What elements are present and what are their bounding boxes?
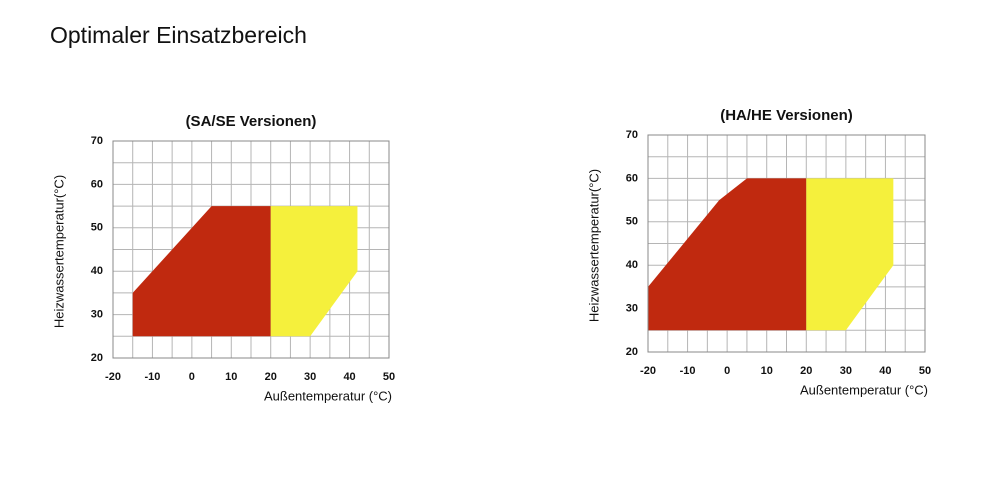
plot-frame (112, 140, 390, 359)
x-tick-label: -10 (144, 371, 160, 383)
x-tick-label: 40 (879, 365, 891, 377)
y-axis-label: Heizwassertemperatur(°C) (51, 175, 66, 328)
page-title: Optimaler Einsatzbereich (50, 22, 307, 48)
x-tick-label: 50 (383, 371, 395, 383)
area-region (270, 206, 358, 337)
y-tick-label: 30 (626, 303, 638, 315)
x-axis-label: Außentemperatur (°C) (800, 382, 928, 397)
y-tick-label: 70 (626, 129, 638, 141)
x-tick-label: 20 (800, 365, 812, 377)
x-tick-label: 20 (265, 371, 277, 383)
y-tick-label: 60 (626, 172, 638, 184)
x-tick-label: -20 (640, 365, 656, 377)
y-tick-label: 40 (91, 265, 103, 277)
y-axis-label: Heizwassertemperatur(°C) (586, 169, 601, 322)
x-tick-label: 30 (304, 371, 316, 383)
x-tick-label: -20 (105, 371, 121, 383)
y-tick-label: 30 (91, 309, 103, 321)
x-tick-label: -10 (680, 365, 696, 377)
y-tick-label: 20 (626, 346, 638, 358)
y-tick-label: 50 (91, 222, 103, 234)
x-tick-label: 50 (919, 365, 931, 377)
x-tick-label: 30 (840, 365, 852, 377)
y-tick-label: 50 (626, 216, 638, 228)
y-tick-label: 60 (91, 178, 103, 190)
y-tick-label: 40 (626, 259, 638, 271)
chart-title: (HA/HE Versionen) (720, 107, 853, 124)
x-tick-label: 0 (724, 365, 730, 377)
x-tick-label: 0 (189, 371, 195, 383)
area-region (132, 206, 271, 337)
area-region (806, 178, 894, 331)
area-region (648, 178, 807, 331)
y-tick-label: 70 (91, 135, 103, 147)
x-axis-label: Außentemperatur (°C) (264, 388, 392, 403)
x-tick-label: 10 (761, 365, 773, 377)
x-tick-label: 10 (225, 371, 237, 383)
plot-frame (647, 134, 926, 353)
y-tick-label: 20 (91, 352, 103, 364)
x-tick-label: 40 (343, 371, 355, 383)
chart-title: (SA/SE Versionen) (186, 113, 317, 130)
